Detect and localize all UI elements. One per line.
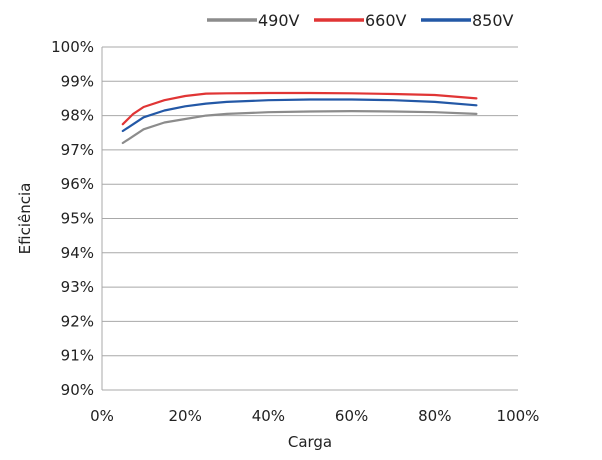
x-tick-label: 40% [252, 407, 285, 425]
y-tick-label: 96% [61, 175, 94, 193]
grid-layer [102, 46, 518, 357]
legend-label-850V: 850V [472, 11, 514, 30]
x-tick-label: 80% [418, 407, 451, 425]
y-tick-label: 99% [61, 72, 94, 90]
y-tick-labels: 90% 91% 92% 93% 94% 95% 96% 97% 98% 99% 100% [51, 38, 94, 399]
x-tick-label: 100% [497, 407, 540, 425]
axis-layer [101, 47, 518, 391]
legend-label-490V: 490V [258, 11, 300, 30]
y-tick-label: 92% [61, 312, 94, 330]
y-tick-label: 94% [61, 244, 94, 262]
series-line-850V [121, 98, 478, 133]
y-tick-label: 91% [61, 347, 94, 365]
y-tick-label: 97% [61, 141, 94, 159]
y-axis-title: Eficiência [16, 183, 34, 255]
x-axis-title: Carga [288, 433, 332, 451]
series-line-490V [121, 109, 478, 145]
y-tick-label: 98% [61, 107, 94, 125]
x-tick-label: 20% [169, 407, 202, 425]
y-tick-label: 90% [61, 381, 94, 399]
y-tick-label: 95% [61, 210, 94, 228]
series-line-660V [121, 91, 478, 126]
legend-label-660V: 660V [365, 11, 407, 30]
legend: 490V 660V 850V [207, 11, 514, 30]
y-tick-label: 93% [61, 278, 94, 296]
x-tick-label: 60% [335, 407, 368, 425]
x-tick-labels: 0% 20% 40% 60% 80% 100% [90, 407, 539, 425]
series-layer [121, 91, 478, 145]
x-tick-label: 0% [90, 407, 114, 425]
y-tick-label: 100% [51, 38, 94, 56]
